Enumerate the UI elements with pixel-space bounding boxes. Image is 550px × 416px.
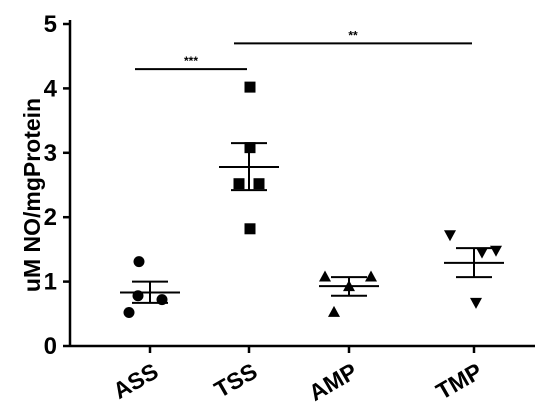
- x-category-label: ASS: [109, 358, 163, 404]
- y-tick-label: 0: [44, 333, 57, 360]
- y-axis-title: uM NO/mgProtein: [19, 98, 45, 292]
- data-point-circle: [133, 256, 145, 268]
- x-category-label: TMP: [431, 358, 486, 405]
- significance-label: ***: [184, 54, 198, 68]
- group-amp: [319, 270, 379, 317]
- x-category-label: TSS: [210, 358, 262, 403]
- significance-annotations: *****: [135, 28, 472, 71]
- group-ass: [120, 256, 180, 319]
- group-tss: [219, 81, 279, 235]
- axes: [63, 20, 535, 353]
- data-point-triangle-down: [476, 247, 488, 259]
- data-point-square: [244, 223, 256, 235]
- data-point-triangle-down: [444, 230, 456, 242]
- significance-label: **: [348, 28, 358, 42]
- group-tmp: [444, 230, 504, 309]
- y-tick-label: 1: [44, 269, 57, 296]
- data-point-triangle-up: [365, 270, 377, 282]
- data-point-triangle-up: [319, 270, 331, 282]
- x-category-label: AMP: [304, 358, 361, 406]
- data-point-square: [233, 178, 245, 190]
- data-point-square: [244, 81, 256, 93]
- axis-labels: 0 1 2 3 4 5 ASS TSS AMP TMP uM NO/mgProtein: [19, 11, 487, 406]
- y-tick-label: 3: [44, 140, 57, 167]
- data-point-triangle-down: [470, 297, 482, 309]
- data-point-circle: [123, 307, 135, 319]
- data-point-triangle-down: [490, 245, 502, 257]
- data-groups: [120, 81, 504, 319]
- y-tick-label: 2: [44, 204, 57, 231]
- data-point-triangle-up: [328, 305, 340, 317]
- y-tick-label: 5: [44, 11, 57, 38]
- y-tick-label: 4: [44, 75, 58, 102]
- data-point-square: [253, 178, 265, 190]
